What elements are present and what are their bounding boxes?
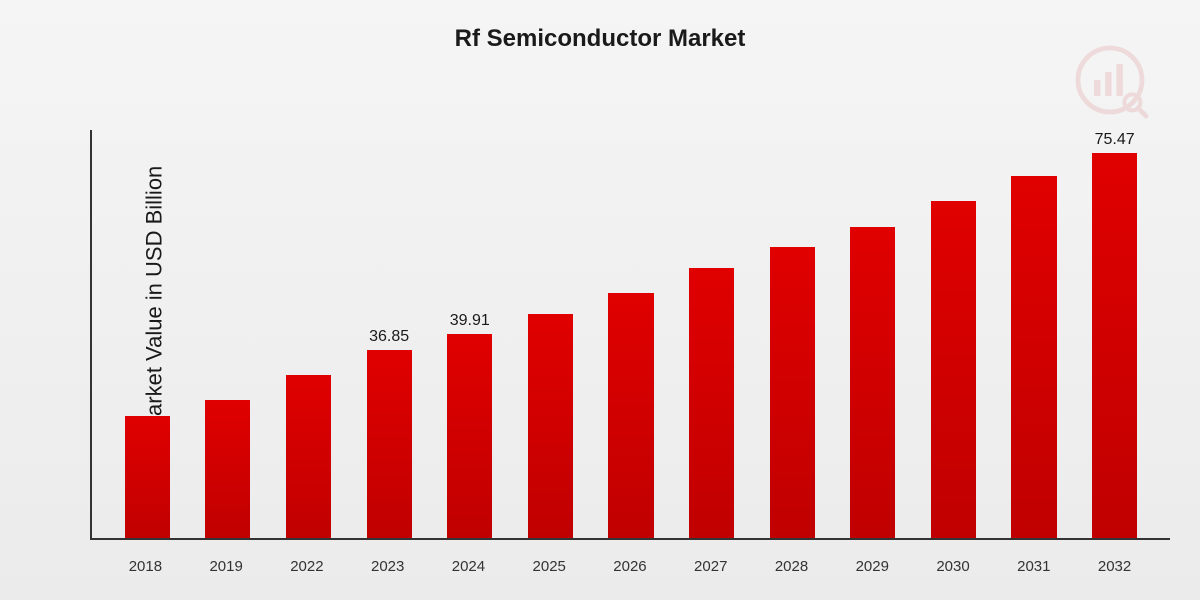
bar [770,247,815,538]
x-axis-tick-label: 2025 [509,558,590,575]
x-axis-tick-label: 2032 [1074,558,1155,575]
bar [850,227,895,538]
x-axis-tick-label: 2023 [347,558,428,575]
bar-value-label: 75.47 [1095,131,1135,149]
watermark-logo-icon [1070,40,1150,120]
bar: 39.91 [447,334,492,538]
bar-slot [832,130,913,538]
plot-area: 36.85 39.91 75.47 [90,130,1170,540]
bar [608,293,653,538]
x-axis-tick-label: 2022 [267,558,348,575]
bar-value-label: 39.91 [450,312,490,330]
x-axis-tick-label: 2019 [186,558,267,575]
bar [931,201,976,538]
x-axis-tick-label: 2030 [913,558,994,575]
bar-slot [107,130,188,538]
x-axis-labels: 2018201920222023202420252026202720282029… [90,558,1170,575]
x-axis-tick-label: 2031 [993,558,1074,575]
bar-slot [188,130,269,538]
x-axis-tick-label: 2027 [670,558,751,575]
x-axis-tick-label: 2029 [832,558,913,575]
bar-slot [913,130,994,538]
bars-container: 36.85 39.91 75.47 [92,130,1170,538]
chart-title: Rf Semiconductor Market [0,25,1200,53]
bar [1011,176,1056,538]
bar-slot [268,130,349,538]
bar-slot [752,130,833,538]
bar [528,314,573,538]
bar-slot [510,130,591,538]
bar-slot: 36.85 [349,130,430,538]
x-axis-tick-label: 2026 [590,558,671,575]
bar-slot [994,130,1075,538]
bar [125,416,170,538]
bar-slot: 75.47 [1074,130,1155,538]
x-axis-tick-label: 2024 [428,558,509,575]
bar: 75.47 [1092,153,1137,538]
bar-slot [591,130,672,538]
bar: 36.85 [367,350,412,538]
bar-slot [671,130,752,538]
x-axis-tick-label: 2028 [751,558,832,575]
x-axis-tick-label: 2018 [105,558,186,575]
bar-value-label: 36.85 [369,328,409,346]
bar-slot: 39.91 [429,130,510,538]
bar [205,400,250,538]
bar [286,375,331,538]
bar [689,268,734,538]
